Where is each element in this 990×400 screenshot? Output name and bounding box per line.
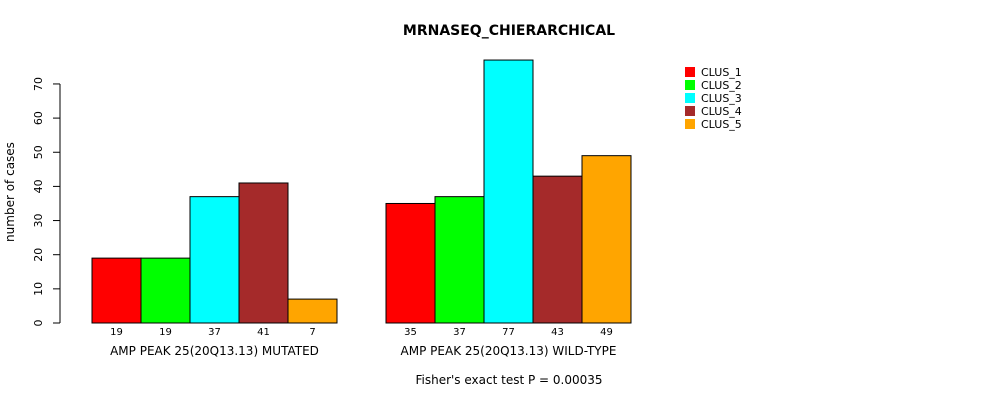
y-tick-label: 70: [32, 77, 45, 91]
bar-count-label: 19: [159, 327, 172, 338]
group-label: AMP PEAK 25(20Q13.13) WILD-TYPE: [401, 344, 617, 358]
y-tick-label: 60: [32, 111, 45, 125]
y-tick-label: 10: [32, 282, 45, 296]
y-tick-label: 40: [32, 179, 45, 193]
group-label: AMP PEAK 25(20Q13.13) MUTATED: [110, 344, 319, 358]
y-tick-label: 30: [32, 214, 45, 228]
legend-swatch: [685, 106, 695, 116]
bar-count-label: 19: [110, 327, 123, 338]
bar-clus-4-group-1: [238, 182, 289, 324]
legend-label: CLUS_1: [701, 66, 742, 79]
y-tick-label: 20: [32, 248, 45, 262]
y-tick-label: 0: [32, 320, 45, 327]
legend-swatch: [685, 80, 695, 90]
bar-clus-2-group-1: [140, 257, 191, 324]
legend-swatch: [685, 119, 695, 129]
bar-clus-5-group-2: [581, 155, 632, 324]
bar-count-label: 7: [309, 327, 315, 338]
legend-swatch: [685, 93, 695, 103]
legend-label: CLUS_3: [701, 92, 742, 105]
bar-count-label: 37: [208, 327, 221, 338]
bar-clus-1-group-2: [385, 202, 436, 324]
y-tick-label: 50: [32, 145, 45, 159]
fisher-test-footnote: Fisher's exact test P = 0.00035: [415, 373, 602, 387]
bar-count-label: 77: [502, 327, 515, 338]
bar-clus-4-group-2: [532, 175, 583, 324]
legend-label: CLUS_5: [701, 118, 742, 131]
legend-label: CLUS_2: [701, 79, 742, 92]
bar-count-label: 41: [257, 327, 270, 338]
legend-swatch: [685, 67, 695, 77]
chart-title: MRNASEQ_CHIERARCHICAL: [403, 23, 615, 39]
legend-label: CLUS_4: [701, 105, 742, 118]
y-axis: 0 10 20 30 40 50 60 70: [32, 77, 61, 327]
bar-count-label: 37: [453, 327, 466, 338]
y-axis-label: number of cases: [3, 142, 17, 242]
bar-count-label: 43: [551, 327, 564, 338]
bar-clus-5-group-1: [287, 298, 338, 324]
bar-clus-1-group-1: [91, 257, 142, 324]
bar-clus-3-group-1: [189, 196, 240, 324]
bar-count-label: 49: [600, 327, 613, 338]
bars-group: 19 19 37 41 7 AMP PEAK 25(20Q13.13) MUTATED 35…: [91, 59, 632, 358]
bar-clus-2-group-2: [434, 196, 485, 324]
bar-clus-3-group-2: [483, 59, 534, 324]
bar-count-label: 35: [404, 327, 417, 338]
